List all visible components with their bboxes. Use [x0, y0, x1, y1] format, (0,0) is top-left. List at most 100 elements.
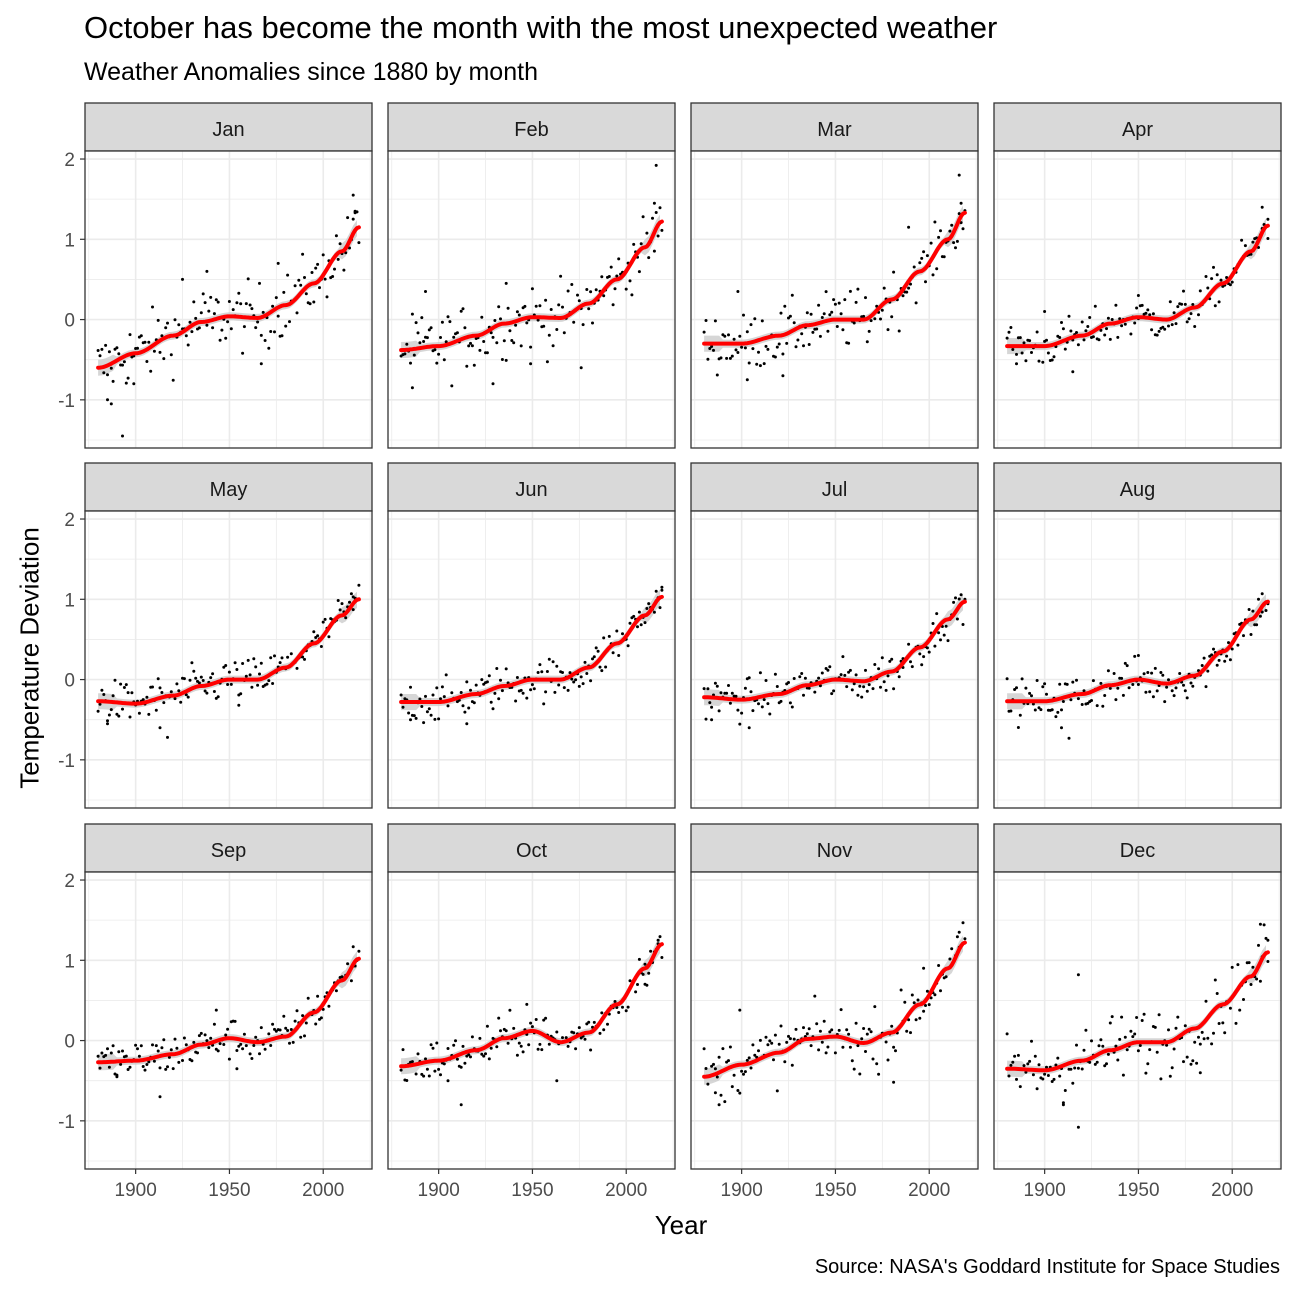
data-point	[788, 314, 792, 318]
data-point	[613, 1000, 617, 1003]
panel-background	[994, 872, 1281, 1169]
data-point	[758, 1038, 762, 1042]
data-point	[710, 705, 714, 709]
data-point	[909, 660, 912, 664]
data-point-outlier	[1071, 370, 1075, 374]
data-point	[751, 1043, 755, 1047]
y-axis-label: Temperature Deviation	[14, 527, 45, 789]
data-point	[598, 665, 602, 669]
confidence-band	[1007, 594, 1266, 710]
data-point	[1009, 326, 1013, 329]
data-point	[1163, 327, 1167, 331]
data-point	[766, 702, 770, 706]
data-point	[877, 1072, 881, 1076]
trend-line	[702, 940, 967, 1079]
data-point	[894, 1049, 897, 1053]
data-point	[1191, 684, 1195, 688]
data-point	[489, 1046, 493, 1050]
facet-strip-label: Jan	[212, 119, 244, 141]
data-point	[1170, 323, 1174, 327]
x-tick-label: 1900	[721, 1180, 763, 1201]
data-point	[1099, 1038, 1103, 1042]
data-point	[772, 1058, 775, 1062]
data-point	[1067, 314, 1071, 318]
data-point	[886, 328, 890, 332]
data-point	[933, 993, 937, 997]
data-point	[877, 667, 881, 671]
data-point	[207, 1046, 211, 1050]
data-point	[145, 1063, 149, 1066]
data-point	[946, 639, 950, 643]
data-point	[1016, 1053, 1020, 1057]
data-point	[478, 348, 482, 352]
data-point-outlier	[1260, 592, 1264, 596]
data-point	[427, 707, 431, 711]
data-point-outlier	[491, 382, 495, 386]
data-point-outlier	[1136, 294, 1140, 297]
data-point	[209, 1036, 213, 1040]
data-point	[1193, 325, 1197, 328]
data-point	[798, 675, 802, 679]
data-point	[1144, 311, 1148, 315]
data-point	[269, 656, 273, 660]
data-point	[602, 1028, 606, 1032]
data-point	[134, 1043, 138, 1047]
panel-background	[85, 872, 372, 1169]
data-point	[504, 667, 508, 671]
data-point	[715, 684, 719, 688]
data-point	[1011, 1060, 1015, 1064]
data-point	[314, 266, 318, 270]
data-point	[177, 689, 181, 693]
data-point	[517, 1041, 521, 1045]
data-point	[862, 1027, 866, 1030]
data-point	[1185, 320, 1189, 324]
data-point	[235, 668, 239, 671]
data-point	[286, 273, 290, 277]
data-point	[645, 231, 649, 235]
data-point	[440, 685, 444, 689]
data-point	[124, 683, 128, 687]
data-point	[632, 242, 636, 246]
data-point	[860, 1037, 864, 1041]
data-point	[141, 698, 145, 702]
data-point	[184, 334, 188, 338]
data-point	[704, 717, 708, 721]
data-point	[508, 329, 512, 333]
data-point	[609, 265, 613, 269]
data-point	[794, 345, 798, 349]
data-point	[952, 241, 956, 245]
data-point	[282, 290, 286, 294]
data-point	[1069, 698, 1073, 702]
data-point	[1103, 1064, 1107, 1068]
data-point-outlier	[1266, 217, 1270, 221]
data-point	[1174, 322, 1178, 326]
data-point	[841, 1045, 845, 1049]
data-point	[1103, 333, 1107, 337]
data-point	[939, 638, 942, 642]
panel-frame	[993, 150, 1282, 449]
data-point	[1041, 360, 1045, 364]
data-point	[775, 685, 779, 688]
data-point	[555, 1030, 559, 1034]
data-point	[216, 1049, 220, 1053]
data-point	[420, 705, 424, 708]
data-point	[171, 1067, 175, 1071]
data-point	[820, 671, 824, 675]
data-point	[1071, 1081, 1075, 1085]
data-point	[1238, 1008, 1242, 1012]
data-point	[1035, 1087, 1039, 1091]
data-point	[871, 687, 875, 691]
data-point	[455, 331, 459, 335]
data-point	[715, 1075, 719, 1079]
facet-apr: Apr	[993, 102, 1282, 449]
data-point-outlier	[710, 718, 714, 722]
data-point	[1206, 1036, 1210, 1040]
data-point	[1189, 312, 1193, 316]
x-tick-label: 1900	[418, 1180, 460, 1201]
data-point	[1086, 701, 1090, 705]
data-point	[1024, 686, 1028, 690]
data-point	[469, 341, 472, 345]
data-point	[1007, 1074, 1011, 1078]
data-point	[805, 311, 809, 315]
data-point	[762, 362, 766, 366]
